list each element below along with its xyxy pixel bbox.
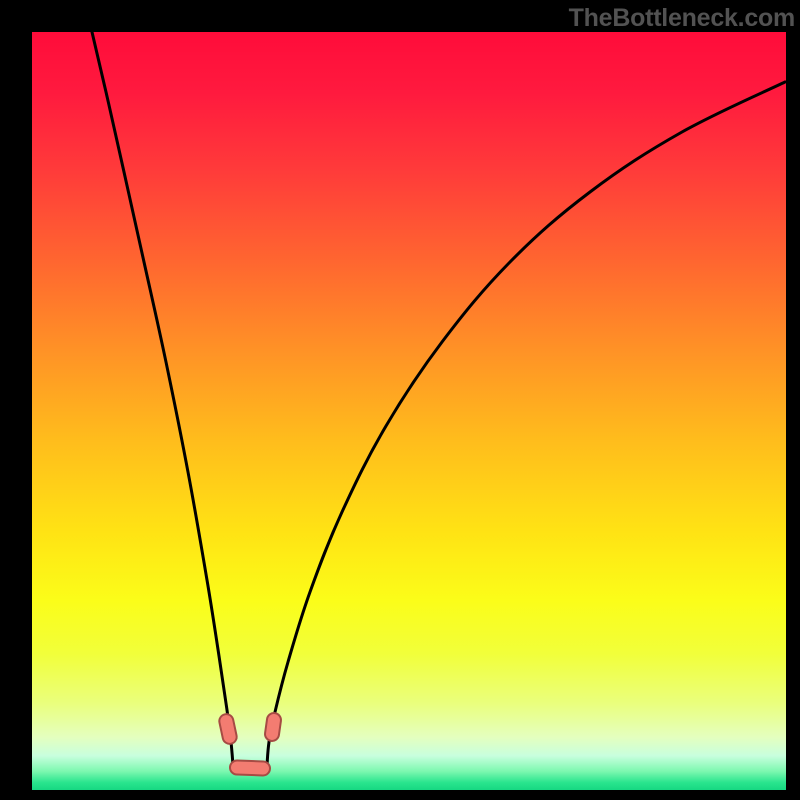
marker-capsule-1 — [264, 712, 282, 742]
chart-svg — [32, 32, 786, 790]
chart-plot-area — [32, 32, 786, 790]
curve-right-branch — [267, 82, 785, 765]
marker-capsule-0 — [218, 713, 238, 745]
marker-capsule-2 — [230, 760, 270, 775]
watermark-text: TheBottleneck.com — [569, 4, 795, 33]
curve-left-branch — [92, 32, 233, 765]
